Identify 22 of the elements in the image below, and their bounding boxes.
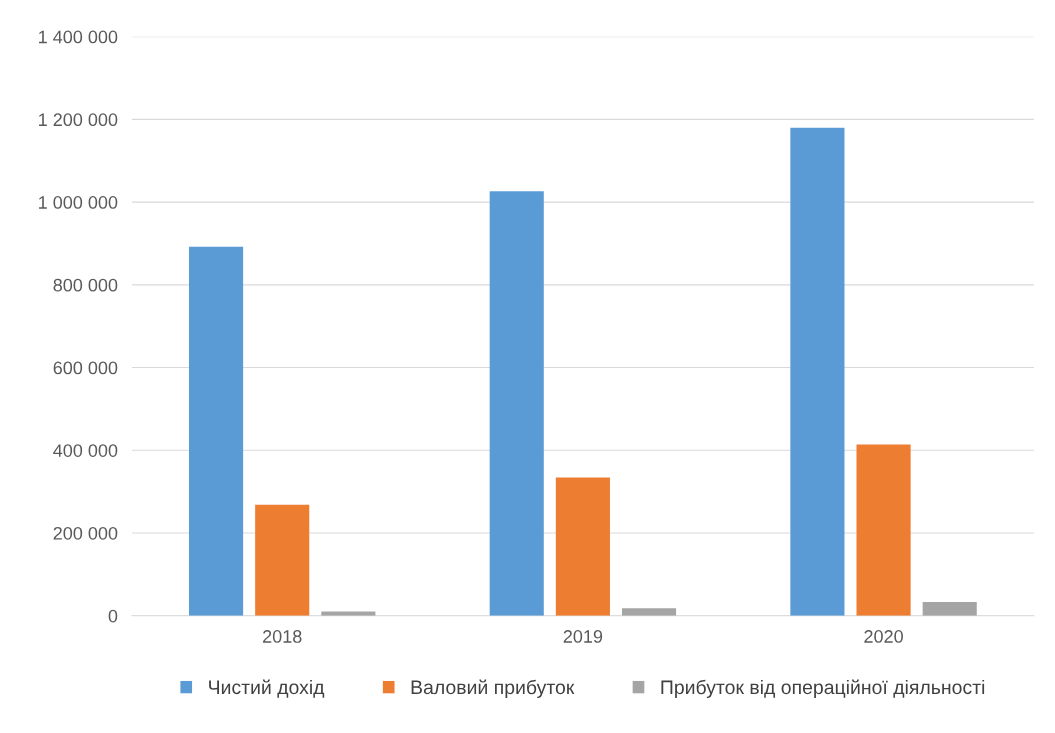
bar: [621, 608, 677, 616]
y-tick-label: 800 000: [53, 278, 118, 292]
y-tick-label: 600 000: [53, 361, 118, 375]
bar: [489, 191, 544, 616]
legend-label: Валовий прибуток: [411, 679, 575, 699]
y-tick-label: 1 200 000: [39, 113, 118, 127]
bar: [255, 504, 310, 616]
y-tick-label: 1 400 000: [39, 30, 118, 44]
bar: [189, 246, 244, 616]
bar: [790, 127, 845, 616]
legend-label: Прибуток від операційної діяльності: [661, 679, 985, 699]
y-tick-label: 1 000 000: [39, 196, 118, 209]
x-tick-label: 2018: [263, 630, 302, 643]
legend-label: Чистий дохід: [209, 679, 325, 698]
bar: [856, 444, 911, 616]
bar: [922, 602, 977, 616]
x-tick-label: 2019: [563, 630, 603, 643]
x-tick-label: 2020: [864, 630, 903, 643]
y-tick-label: 0: [108, 609, 118, 623]
y-tick-label: 200 000: [53, 526, 118, 540]
y-tick-label: 400 000: [53, 444, 118, 457]
bar: [555, 477, 610, 616]
